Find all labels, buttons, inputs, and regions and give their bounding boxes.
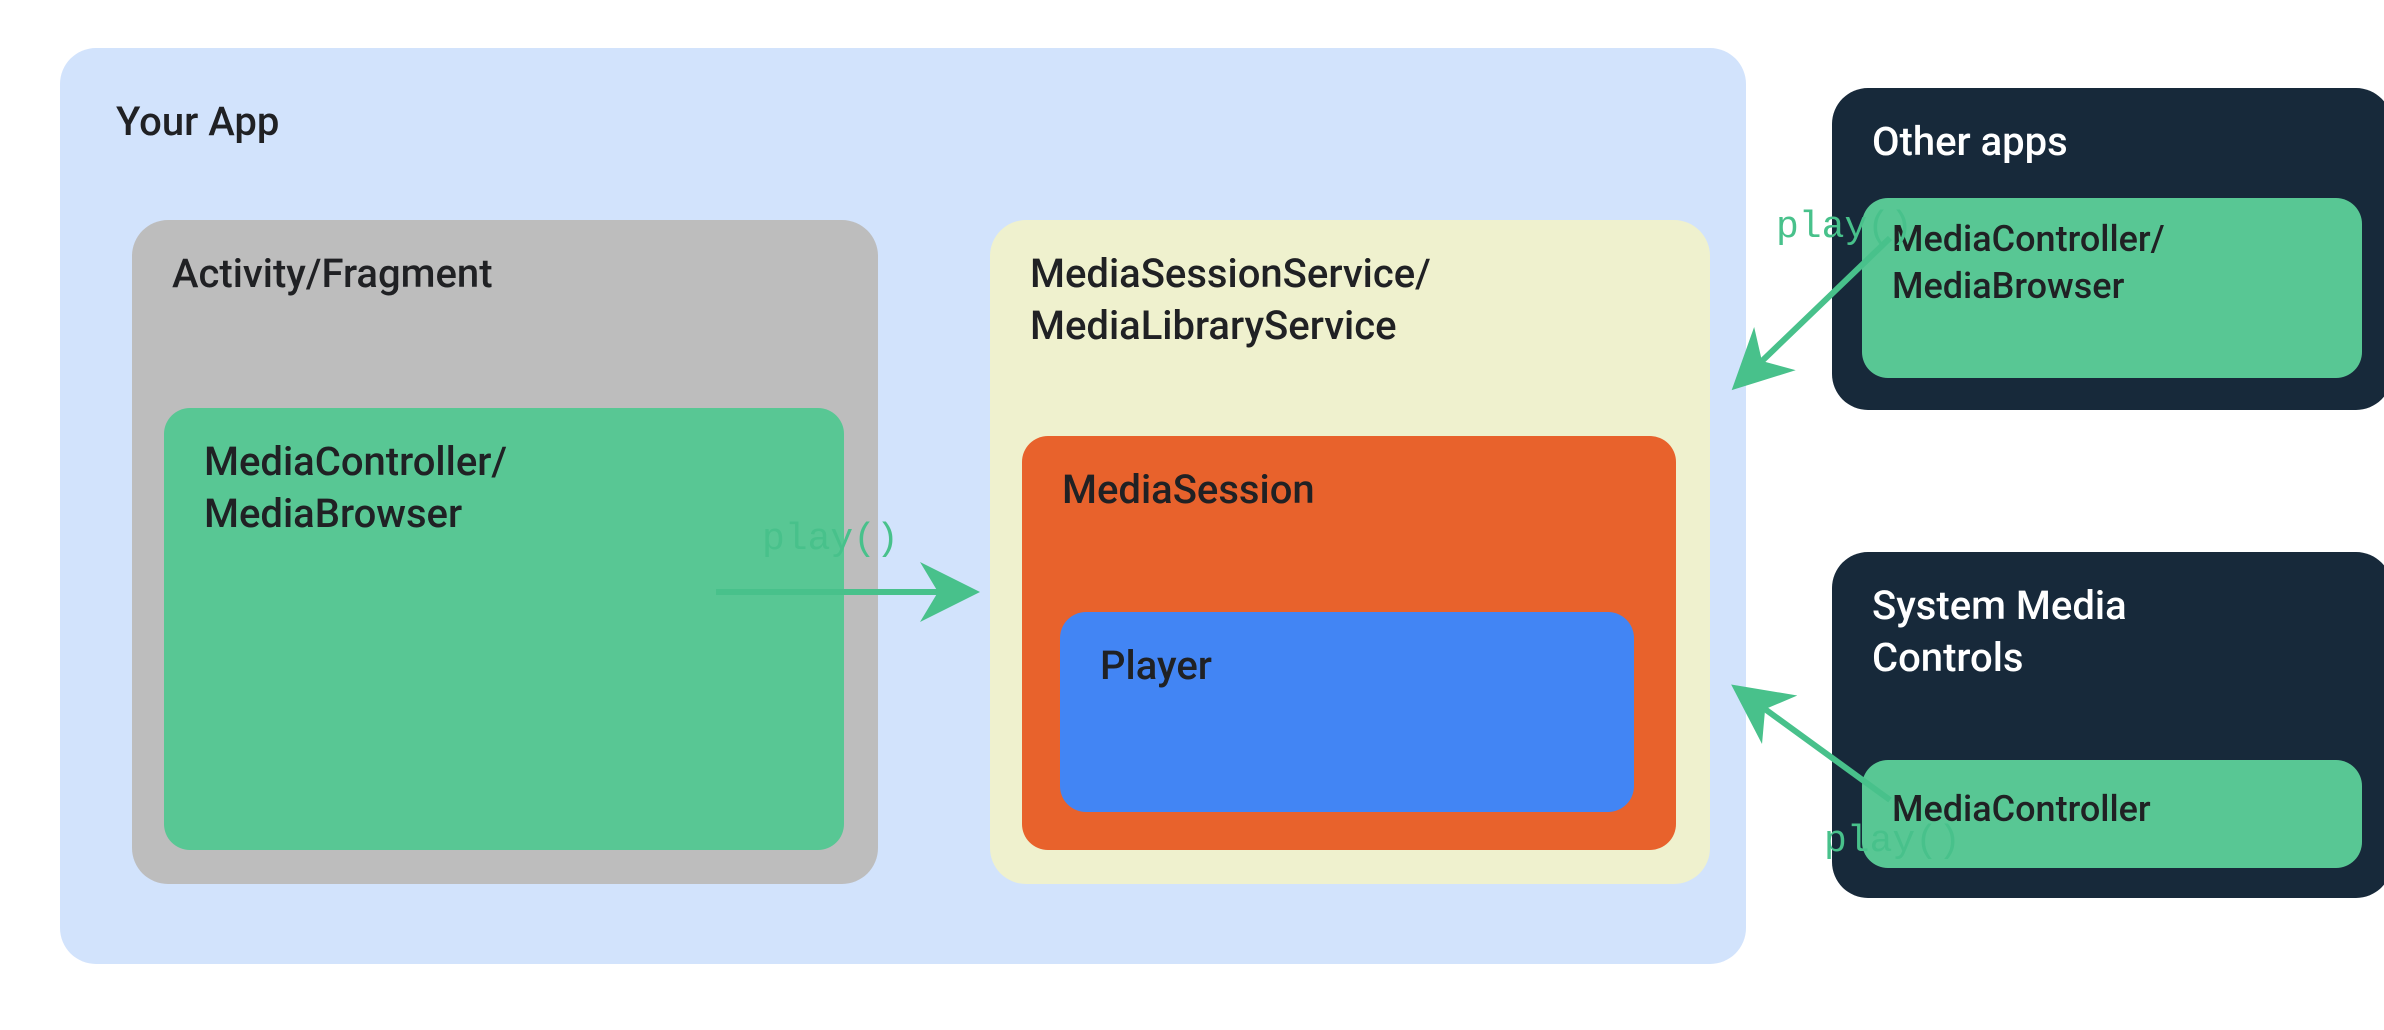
player-label: Player xyxy=(1100,640,1594,692)
session-service-label-1: MediaSessionService/ xyxy=(1030,248,1670,300)
media-controller-label-1: MediaController/ xyxy=(204,436,804,488)
other-apps-controller-box: MediaController/ MediaBrowser xyxy=(1862,198,2362,378)
diagram-canvas: Your App Activity/Fragment MediaControll… xyxy=(20,20,2384,1010)
play-label-1: play() xyxy=(762,518,899,561)
system-controls-label-2: Controls xyxy=(1872,632,2352,684)
play-label-2: play() xyxy=(1776,206,1913,249)
play-label-3: play() xyxy=(1824,820,1961,863)
other-apps-controller-label-1: MediaController/ xyxy=(1892,216,2332,263)
library-service-label: MediaLibraryService xyxy=(1030,300,1670,352)
other-apps-label: Other apps xyxy=(1872,116,2352,168)
activity-fragment-label: Activity/Fragment xyxy=(172,248,838,300)
system-controls-label-1: System Media xyxy=(1872,580,2352,632)
player-box: Player xyxy=(1060,612,1634,812)
other-apps-controller-label-2: MediaBrowser xyxy=(1892,263,2332,310)
media-browser-label-1: MediaBrowser xyxy=(204,488,804,540)
media-controller-browser-box: MediaController/ MediaBrowser xyxy=(164,408,844,850)
your-app-label: Your App xyxy=(116,96,1690,148)
media-session-label: MediaSession xyxy=(1062,464,1636,516)
